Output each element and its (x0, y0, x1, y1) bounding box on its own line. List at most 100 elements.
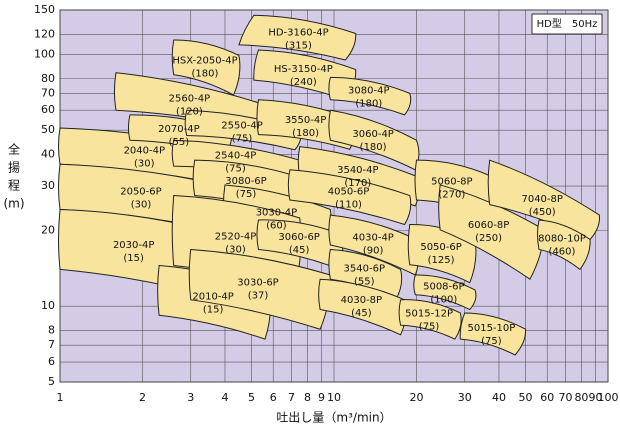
y-tick-label: 7 (48, 338, 55, 351)
region-power: (180) (355, 98, 382, 109)
region-power: (15) (123, 253, 144, 264)
coverage-region (287, 169, 412, 226)
y-tick-label: 80 (41, 72, 55, 85)
x-tick-label: 70 (559, 391, 573, 404)
region-power: (250) (475, 233, 502, 244)
region-label: 3550-4P (285, 115, 326, 126)
region-power: (30) (134, 159, 155, 170)
region-power: (450) (529, 207, 556, 218)
y-axis-label: 揚 (8, 161, 20, 175)
region-label: 3060-4P (352, 129, 393, 140)
region-power: (60) (266, 220, 287, 231)
region-label: 4050-6P (328, 186, 369, 197)
x-tick-label: 30 (458, 391, 472, 404)
x-tick-label: 10 (327, 391, 341, 404)
coverage-region (459, 312, 527, 356)
region-label: 2010-4P (192, 291, 233, 302)
coverage-region (398, 299, 462, 340)
y-tick-label: 150 (34, 3, 55, 16)
region-label: 3540-6P (344, 263, 385, 274)
region-label: 2030-4P (113, 240, 154, 251)
region-label: 5050-6P (420, 242, 461, 253)
region-label: HD-3160-4P (268, 27, 328, 38)
region-label: 2540-4P (215, 151, 256, 162)
region-label: 2040-4P (124, 146, 165, 157)
region-power: (180) (292, 128, 319, 139)
x-tick-label: 3 (187, 391, 194, 404)
region-power: (75) (419, 321, 440, 332)
x-tick-label: 90 (588, 391, 602, 404)
y-tick-label: 20 (41, 223, 55, 236)
region-power: (30) (131, 200, 152, 211)
region-label: 3540-4P (337, 165, 378, 176)
coverage-region (184, 109, 302, 151)
x-tick-label: 2 (139, 391, 146, 404)
region-label: 4030-4P (352, 233, 393, 244)
region-label: 2050-6P (120, 187, 161, 198)
y-tick-label: 10 (41, 299, 55, 312)
region-label: 3060-6P (278, 232, 319, 243)
region-power: (90) (363, 246, 384, 257)
y-tick-label: 100 (34, 47, 55, 60)
y-tick-label: 40 (41, 148, 55, 161)
region-power: (55) (354, 276, 375, 287)
region-power: (180) (192, 68, 219, 79)
region-label: 3030-6P (237, 277, 278, 288)
region-label: 5015-12P (405, 308, 453, 319)
region-label: 2070-4P (158, 124, 199, 135)
region-power: (270) (438, 190, 465, 201)
coverage-region (318, 278, 407, 336)
coverage-region (328, 76, 412, 116)
region-power: (15) (203, 304, 224, 315)
region-power: (460) (549, 247, 576, 258)
y-tick-label: 8 (48, 324, 55, 337)
region-power: (315) (285, 40, 312, 51)
coverage-region (171, 39, 241, 96)
region-power: (75) (225, 164, 246, 175)
region-power: (110) (335, 199, 362, 210)
x-tick-label: 60 (540, 391, 554, 404)
region-label: 5015-10P (467, 323, 515, 334)
region-power: (100) (430, 294, 457, 305)
y-tick-label: 6 (48, 355, 55, 368)
region-label: 3080-6P (225, 176, 266, 187)
x-tick-label: 6 (270, 391, 277, 404)
y-axis-label: 全 (8, 142, 20, 157)
y-axis-label: 程 (8, 178, 20, 193)
region-label: 6060-8P (468, 220, 509, 231)
region-label: 2520-4P (215, 231, 256, 242)
region-label: HSX-2050-4P (172, 55, 237, 66)
region-power: (30) (225, 244, 246, 255)
region-power: (75) (236, 189, 257, 200)
x-tick-label: 7 (288, 391, 295, 404)
y-tick-label: 120 (34, 27, 55, 40)
region-label: 2550-4P (221, 120, 262, 131)
region-power: (240) (290, 77, 317, 88)
y-tick-label: 60 (41, 103, 55, 116)
y-tick-label: 5 (48, 375, 55, 388)
region-label: 4030-8P (341, 295, 382, 306)
x-tick-label: 4 (221, 391, 228, 404)
region-label: 3080-4P (348, 85, 389, 96)
legend-box (531, 13, 603, 35)
x-tick-label: 100 (598, 391, 619, 404)
region-power: (55) (169, 137, 190, 148)
legend-text: HD型 50Hz (537, 17, 598, 30)
x-tick-label: 50 (519, 391, 533, 404)
x-tick-label: 40 (492, 391, 506, 404)
x-tick-label: 5 (248, 391, 255, 404)
region-label: 7040-8P (521, 194, 562, 205)
region-label: 5060-8P (431, 177, 472, 188)
coverage-region (413, 274, 477, 311)
coverage-region (537, 219, 591, 271)
y-tick-label: 70 (41, 86, 55, 99)
region-power: (170) (344, 178, 371, 189)
y-tick-label: 50 (41, 123, 55, 136)
y-axis-label: (m) (3, 197, 24, 211)
coverage-region (188, 248, 331, 330)
x-tick-label: 1 (57, 391, 64, 404)
region-power: (37) (248, 290, 269, 301)
x-axis-label: 吐出し量（m³/min） (276, 411, 391, 425)
region-label: 2560-4P (169, 94, 210, 105)
region-label: HS-3150-4P (274, 64, 333, 75)
